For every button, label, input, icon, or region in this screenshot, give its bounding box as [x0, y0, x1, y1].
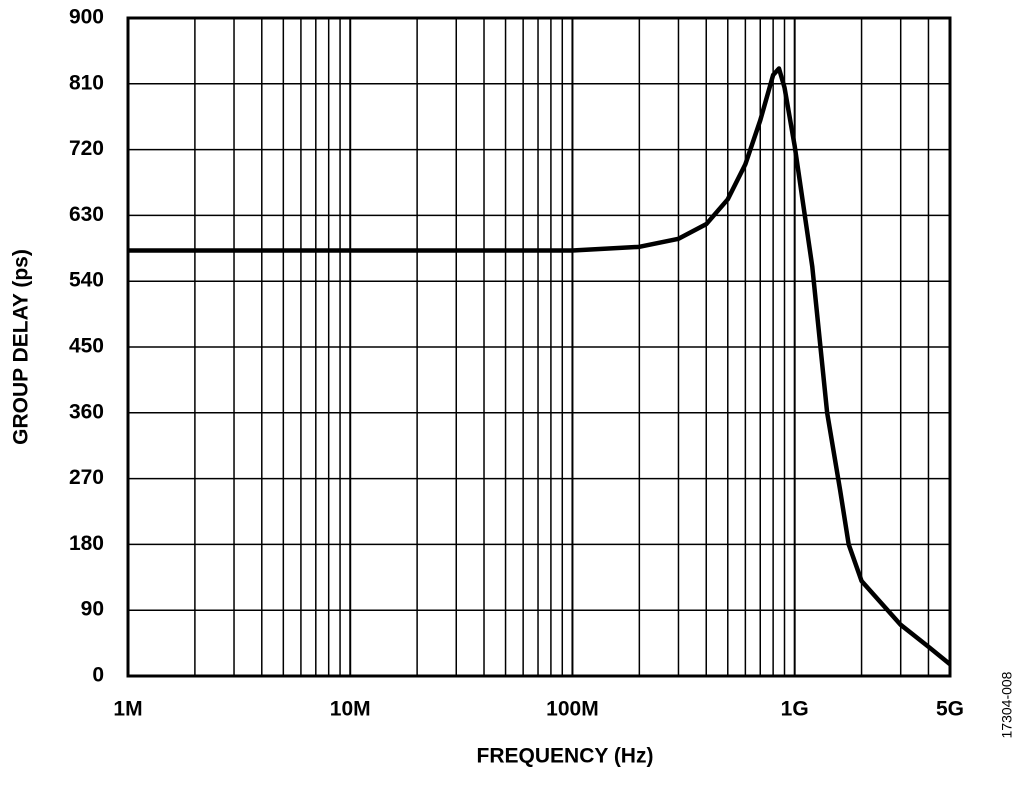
y-tick-label: 720 — [69, 137, 104, 160]
x-tick-label: 100M — [546, 698, 599, 721]
x-axis-label: FREQUENCY (Hz) — [477, 745, 654, 768]
x-tick-label: 1G — [781, 698, 809, 721]
y-tick-label: 270 — [69, 466, 104, 489]
y-tick-label: 90 — [81, 598, 104, 621]
y-tick-label: 180 — [69, 532, 104, 555]
data-line — [128, 66, 952, 667]
x-tick-label: 1M — [113, 698, 142, 721]
y-tick-label: 810 — [69, 71, 104, 94]
y-tick-label: 0 — [92, 664, 104, 687]
y-tick-label: 360 — [69, 400, 104, 423]
figure-id: 17304-008 — [999, 671, 1015, 738]
plot-frame — [126, 16, 952, 678]
y-tick-label: 540 — [69, 269, 104, 292]
x-tick-label: 5G — [936, 698, 964, 721]
y-tick-label: 630 — [69, 203, 104, 226]
y-tick-label: 450 — [69, 335, 104, 358]
x-tick-label: 10M — [330, 698, 371, 721]
y-tick-label: 900 — [69, 6, 104, 29]
y-axis-label: GROUP DELAY (ps) — [10, 249, 33, 445]
